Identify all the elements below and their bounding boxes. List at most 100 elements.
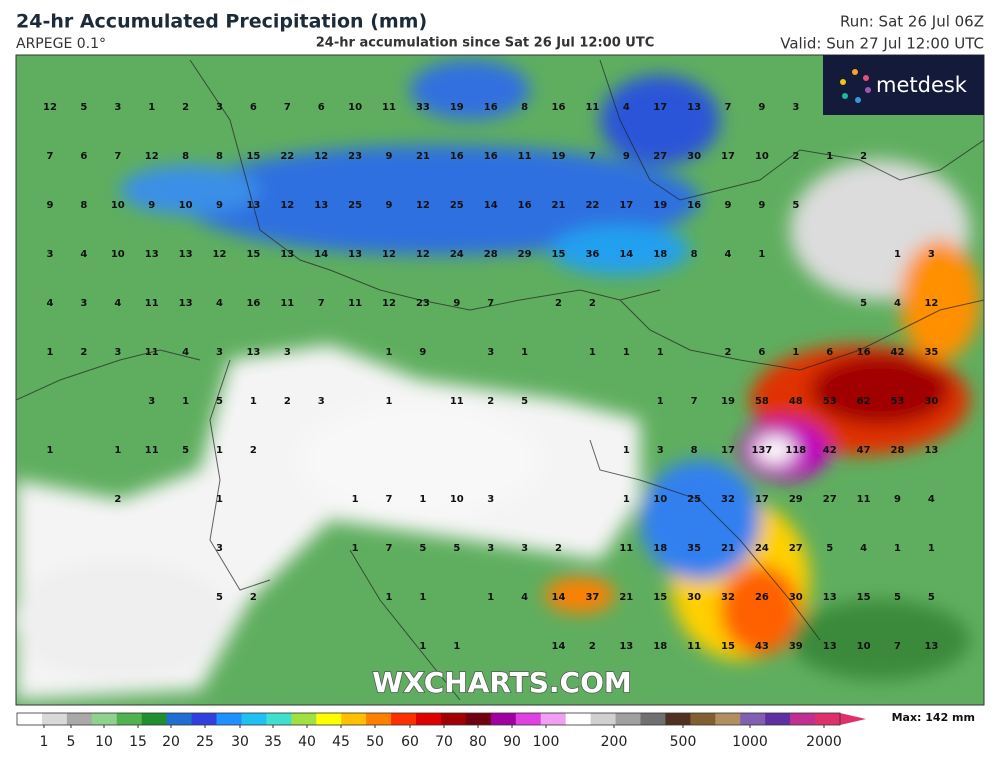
- map-value: 4: [623, 102, 630, 113]
- map-value: 5: [521, 396, 528, 407]
- map-value: 10: [111, 200, 125, 211]
- colorbar-frame: [16, 712, 841, 726]
- map-value: 19: [653, 200, 667, 211]
- map-value: 11: [382, 102, 396, 113]
- map-value: 10: [348, 102, 362, 113]
- map-value: 3: [216, 543, 223, 554]
- map-value: 30: [924, 396, 938, 407]
- map-value: 23: [416, 298, 430, 309]
- map-value: 16: [246, 298, 260, 309]
- precip-field: [16, 60, 980, 700]
- colorbar-tick-label: 1: [40, 734, 49, 750]
- colorbar-swatch: [740, 713, 766, 725]
- map-value: 13: [280, 249, 294, 260]
- map-value: 5: [826, 543, 833, 554]
- map-value: 2: [725, 347, 732, 358]
- map-value: 12: [314, 151, 328, 162]
- map-value: 2: [860, 151, 867, 162]
- map-value: 25: [687, 494, 701, 505]
- map-value: 8: [691, 249, 698, 260]
- map-value: 7: [589, 151, 596, 162]
- map-value: 9: [419, 347, 426, 358]
- map-value: 1: [826, 151, 833, 162]
- borders: [16, 59, 984, 701]
- map-value: 12: [416, 249, 430, 260]
- map-value: 3: [47, 249, 54, 260]
- map-value: 15: [653, 592, 667, 603]
- map-value: 12: [43, 102, 57, 113]
- colorbar-tick-label: 35: [264, 734, 282, 750]
- map-value: 28: [484, 249, 498, 260]
- map-value: 17: [653, 102, 667, 113]
- map-value: 28: [891, 445, 905, 456]
- map-value: 7: [284, 102, 291, 113]
- map-value: 5: [216, 396, 223, 407]
- map-value: 13: [687, 102, 701, 113]
- map-value: 19: [450, 102, 464, 113]
- map-value: 16: [687, 200, 701, 211]
- map-value: 5: [453, 543, 460, 554]
- colorbar-tick-label: 20: [162, 734, 180, 750]
- map-value: 35: [924, 347, 938, 358]
- map-value: 9: [216, 200, 223, 211]
- run: Run: Sat 26 Jul 06Z: [840, 13, 984, 31]
- title: 24-hr Accumulated Precipitation (mm): [16, 11, 427, 33]
- map-value: 7: [691, 396, 698, 407]
- map-value: 1: [657, 396, 664, 407]
- map-value: 1: [453, 641, 460, 652]
- map-value: 1: [47, 347, 54, 358]
- colorbar-swatch: [665, 713, 691, 725]
- map-value: 6: [758, 347, 765, 358]
- colorbar-swatch: [490, 713, 517, 725]
- colorbar-swatch: [316, 713, 342, 725]
- map-value: 12: [416, 200, 430, 211]
- map-value: 1: [758, 249, 765, 260]
- colorbar-tick-label: 10: [95, 734, 113, 750]
- map-value: 13: [924, 641, 938, 652]
- map-value: 29: [789, 494, 803, 505]
- map-value: 12: [280, 200, 294, 211]
- map-value: 13: [246, 347, 260, 358]
- map-value: 3: [216, 102, 223, 113]
- map-value: 33: [416, 102, 430, 113]
- colorbar-swatch: [815, 713, 841, 725]
- map-value: 22: [280, 151, 294, 162]
- colorbar-tick-label: 200: [601, 734, 628, 750]
- map-value: 14: [552, 592, 566, 603]
- map-value: 14: [619, 249, 633, 260]
- map-value: 5: [419, 543, 426, 554]
- map-value: 4: [928, 494, 935, 505]
- map-value: 12: [213, 249, 227, 260]
- map-value: 11: [687, 641, 701, 652]
- map-value: 4: [521, 592, 528, 603]
- map-value: 11: [348, 298, 362, 309]
- legend-max: Max: 142 mm: [892, 711, 975, 724]
- map-value: 3: [284, 347, 291, 358]
- map-value: 4: [80, 249, 87, 260]
- map-value: 25: [348, 200, 362, 211]
- map-value: 6: [80, 151, 87, 162]
- watermark: WXCHARTS.COM: [372, 666, 632, 699]
- map-value: 4: [894, 298, 901, 309]
- map-value: 1: [148, 102, 155, 113]
- map-value: 11: [585, 102, 599, 113]
- map-value: 17: [721, 151, 735, 162]
- colorbar-swatch: [391, 713, 417, 725]
- map-value: 37: [585, 592, 599, 603]
- map-value: 3: [318, 396, 325, 407]
- map-value: 3: [114, 102, 121, 113]
- map-value: 3: [792, 102, 799, 113]
- colorbar-swatch: [66, 713, 93, 725]
- map-value: 9: [386, 200, 393, 211]
- colorbar-swatch: [17, 713, 43, 725]
- model: ARPEGE 0.1°: [16, 36, 106, 52]
- map-value: 1: [792, 347, 799, 358]
- map-value: 11: [619, 543, 633, 554]
- map-value: 1: [216, 494, 223, 505]
- map-value: 11: [145, 347, 159, 358]
- colorbar-swatch: [241, 713, 267, 725]
- map-value: 36: [585, 249, 599, 260]
- map-value: 32: [721, 494, 735, 505]
- map-value: 21: [416, 151, 430, 162]
